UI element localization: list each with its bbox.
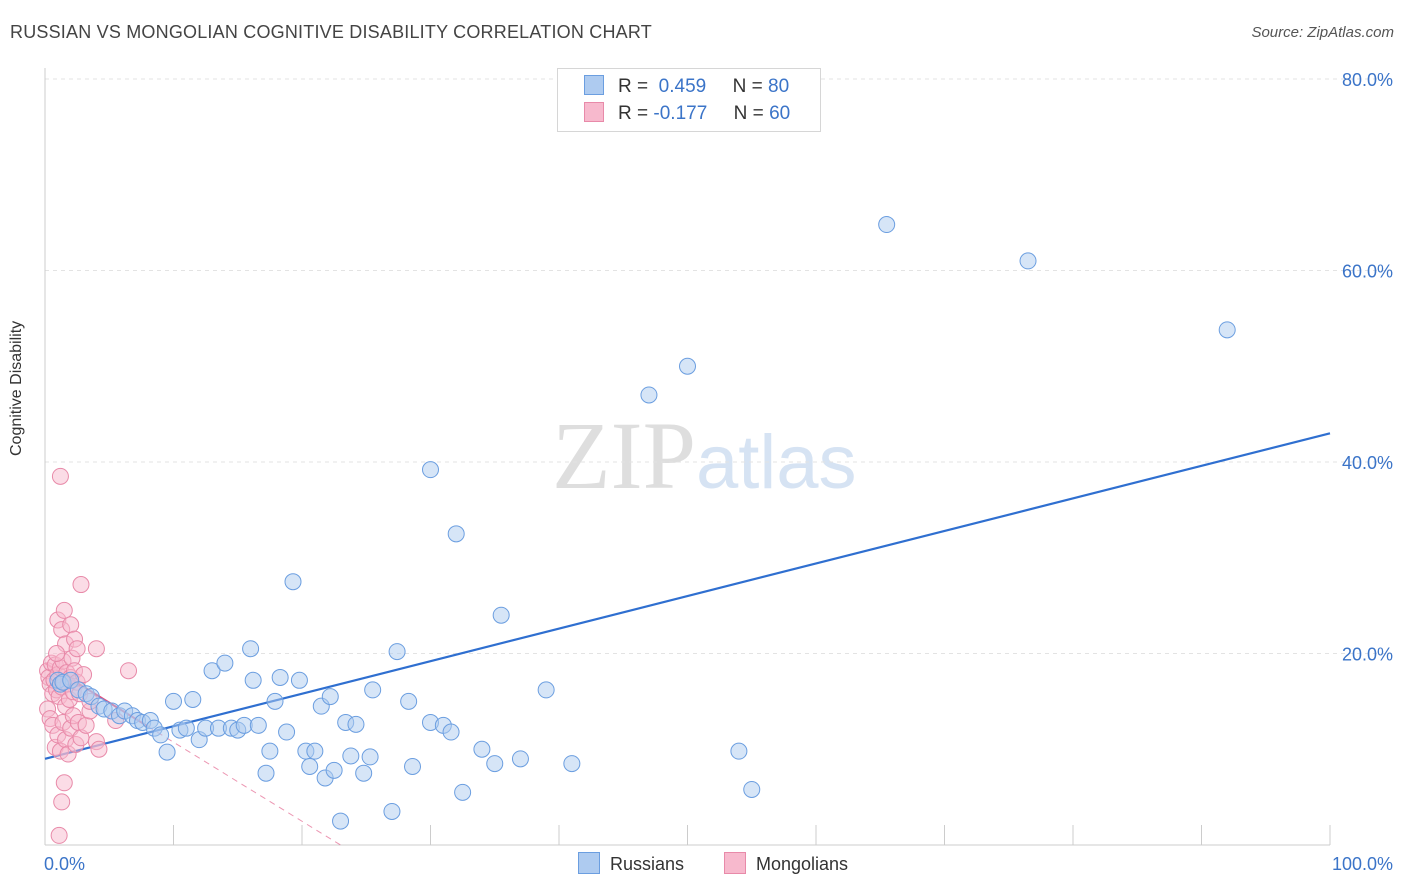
bottom-legend-mongolians: Mongolians [724,852,848,875]
russians-point [355,764,373,782]
mongolians-point [120,662,138,680]
y-axis-label: Cognitive Disability [8,320,25,456]
russians-trend-line [44,432,1331,760]
russians-point [743,780,761,798]
russians-point [216,654,234,672]
russians-point [325,761,343,779]
russians-point [165,692,182,710]
russians-point [249,716,267,734]
russians-point [563,755,581,773]
russians-point [511,750,529,768]
russians-point [261,742,279,760]
mongolians-swatch [584,102,604,122]
russians-point [447,525,465,543]
mongolians-point [48,645,66,662]
russians-point [730,742,748,760]
mongolians-legend-swatch [724,852,746,874]
russians-legend-swatch [578,852,600,874]
legend-row-mongolians: R = -0.177 N = 60 [584,102,790,125]
russians-point [290,671,308,689]
russians-point [404,757,422,775]
y-tick-label: 80.0% [1342,70,1393,90]
mongolians-point [77,716,95,734]
mongolians-point [72,576,90,594]
mongolians-trend-extension [147,725,341,846]
legend-r-label: R = [618,76,649,97]
russians-point [235,716,253,734]
russians-point [388,643,406,661]
mongolians-points [39,467,138,844]
y-tick-label: 20.0% [1342,645,1393,665]
russians-point [364,681,382,699]
x-tick-label-max: 100.0% [1332,854,1393,874]
russians-point [152,726,170,744]
y-tick-label: 60.0% [1342,262,1393,282]
x-tick-label-min: 0.0% [44,854,85,874]
legend-n-value-mongolians: 60 [769,103,791,124]
russians-point [422,461,439,479]
russians-point [177,719,195,737]
mongolians-point [68,640,86,658]
russians-point [878,216,896,234]
tick-labels: 20.0% 40.0% 60.0% 80.0% 0.0% 100.0% [44,70,1393,874]
legend-r-label: R = [618,103,649,124]
mongolians-legend-label: Mongolians [756,854,849,874]
russians-points [49,216,1236,830]
russians-point [454,783,472,801]
correlation-legend: R = 0.459 N = 80 R = -0.177 N = 60 [557,68,821,132]
russians-point [244,671,262,689]
mongolians-point [90,740,108,758]
russians-point [361,748,379,766]
mongolians-point [51,467,69,485]
russians-point [278,723,296,741]
russians-point [257,764,275,782]
russians-point [184,690,202,708]
y-tick-label: 40.0% [1342,453,1393,473]
russians-point [486,755,504,773]
russians-point [492,606,510,624]
russians-point [400,692,418,710]
russians-point [271,668,289,686]
russians-point [342,747,360,765]
legend-n-label: N = [732,76,763,97]
russians-point [158,743,176,761]
grid-lines [45,78,1392,654]
russians-point [1019,252,1037,270]
russians-point [473,740,491,758]
mongolians-point [53,793,71,811]
watermark-zip: ZIP [552,402,696,509]
legend-row-russians: R = 0.459 N = 80 [584,75,789,98]
mongolians-point [55,601,73,619]
russians-swatch [584,75,604,95]
chart-source: Source: ZipAtlas.com [1251,24,1394,41]
mongolians-point [50,826,68,844]
russians-point [242,640,260,658]
russians-point [442,723,460,741]
legend-n-label: N = [733,103,764,124]
legend-r-value-russians: 0.459 [658,76,707,97]
russians-point [679,357,696,375]
russians-point [537,681,555,699]
bottom-legend-russians: Russians [578,852,684,875]
russians-point [306,742,324,760]
russians-point [284,573,302,591]
russians-point [301,757,319,775]
russians-point [347,715,365,733]
chart-title: RUSSIAN VS MONGOLIAN COGNITIVE DISABILIT… [10,22,652,42]
russians-trend-layer [44,432,1331,760]
russians-point [640,386,658,404]
russians-point [332,812,350,830]
russians-point [266,692,284,710]
mongolians-point [55,774,73,792]
russians-legend-label: Russians [610,854,685,874]
legend-n-value-russians: 80 [768,76,790,97]
russians-point [1218,321,1236,339]
russians-point [383,802,401,820]
russians-point [321,688,339,706]
legend-r-value-mongolians: -0.177 [653,103,708,124]
russians-point [203,662,221,680]
mongolians-point [62,616,80,634]
mongolians-point [87,640,105,658]
